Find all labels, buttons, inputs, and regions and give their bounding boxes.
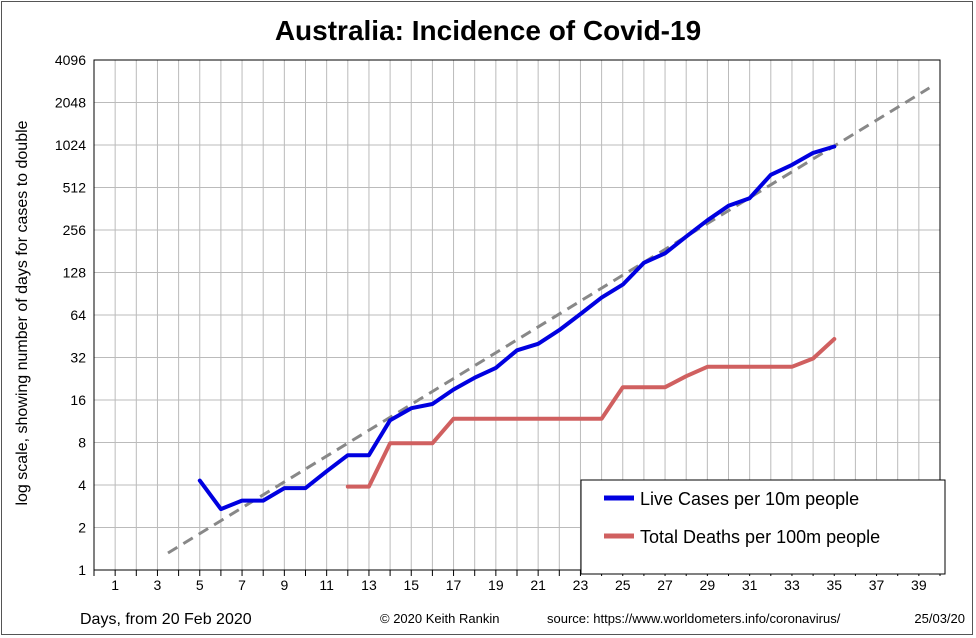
x-tick-label: 13	[361, 577, 377, 593]
legend: Live Cases per 10m people Total Deaths p…	[580, 479, 946, 575]
x-tick-label: 25	[615, 577, 631, 593]
x-tick-label: 5	[196, 577, 204, 593]
y-tick-label: 4	[78, 477, 86, 493]
x-tick-label: 9	[280, 577, 288, 593]
x-tick-label: 33	[784, 577, 800, 593]
x-tick-label: 31	[742, 577, 758, 593]
y-tick-label: 1024	[55, 137, 86, 153]
x-tick-label: 23	[573, 577, 589, 593]
footer-source: source: https://www.worldometers.info/co…	[547, 611, 841, 626]
y-tick-label: 512	[63, 180, 87, 196]
y-tick-label: 8	[78, 435, 86, 451]
y-tick-label: 32	[70, 350, 86, 366]
y-tick-label: 1	[78, 562, 86, 578]
x-tick-label: 21	[530, 577, 546, 593]
x-tick-label: 15	[403, 577, 419, 593]
x-tick-label: 7	[238, 577, 246, 593]
series-layer	[167, 86, 931, 555]
x-axis-label: Days, from 20 Feb 2020	[80, 611, 252, 628]
chart-title: Australia: Incidence of Covid-19	[275, 15, 701, 46]
y-tick-label: 256	[63, 222, 87, 238]
y-tick-label: 64	[70, 307, 86, 323]
y-axis-label: log scale, showing number of days for ca…	[14, 120, 31, 505]
y-axis-ticks: 1 2 4 8 16 32 64 128 256 512 1024 2048 4096	[55, 52, 86, 578]
footer-date: 25/03/20	[914, 611, 965, 626]
x-tick-label: 29	[700, 577, 716, 593]
y-tick-label: 2048	[55, 95, 86, 111]
series-line-live-cases	[197, 144, 837, 512]
x-axis-ticks: 1 3 5 7 9 11 13 15 17 19 21 23 25 27 29 31 33 35 37 39	[93, 570, 941, 593]
x-tick-label: 17	[446, 577, 462, 593]
doubling-trend-line	[167, 86, 931, 555]
x-tick-label: 39	[911, 577, 927, 593]
x-tick-label: 1	[111, 577, 119, 593]
y-tick-label: 2	[78, 520, 86, 536]
y-tick-label: 16	[70, 392, 86, 408]
legend-box	[580, 479, 946, 575]
x-tick-label: 27	[657, 577, 673, 593]
x-tick-label: 19	[488, 577, 504, 593]
y-tick-label: 128	[63, 265, 87, 281]
footer-copyright: © 2020 Keith Rankin	[380, 611, 499, 626]
x-tick-label: 11	[319, 577, 334, 593]
legend-label-live-cases: Live Cases per 10m people	[640, 489, 859, 509]
x-tick-label: 3	[154, 577, 162, 593]
series-line-total-deaths	[345, 337, 837, 489]
x-tick-label: 37	[869, 577, 885, 593]
legend-label-total-deaths: Total Deaths per 100m people	[640, 527, 880, 547]
y-tick-label: 4096	[55, 52, 86, 68]
x-tick-label: 35	[826, 577, 842, 593]
